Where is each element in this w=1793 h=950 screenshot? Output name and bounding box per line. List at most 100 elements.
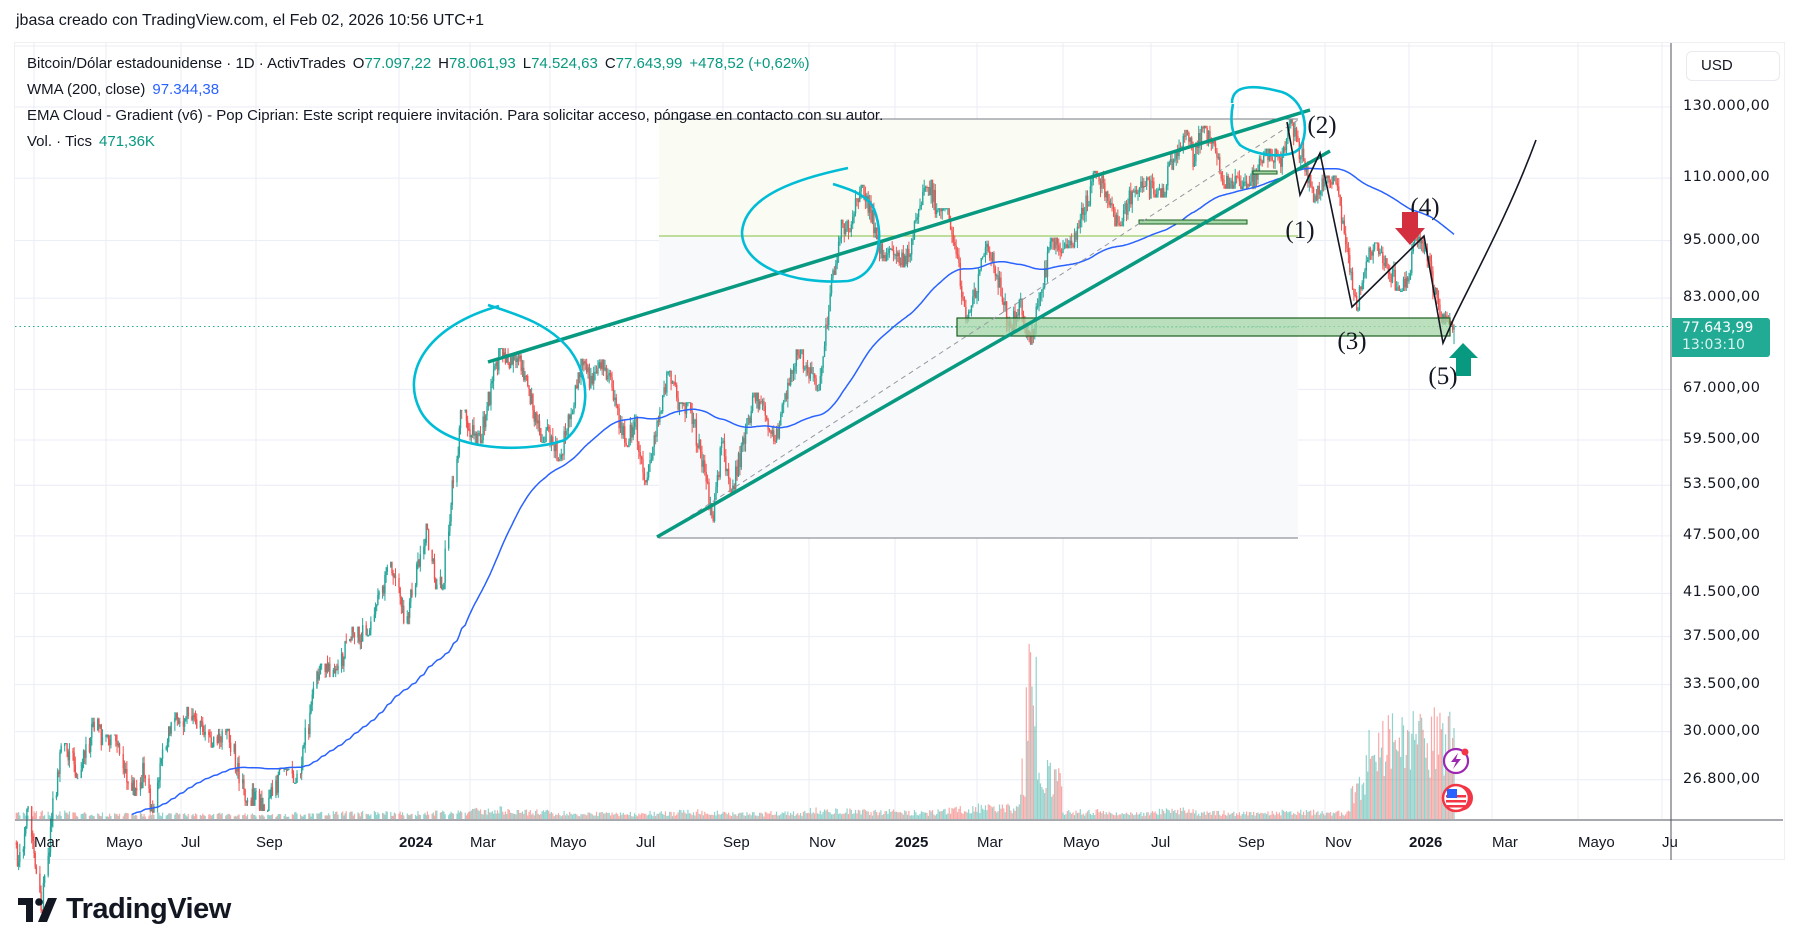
volume-bar	[976, 811, 978, 819]
volume-bar	[359, 816, 361, 819]
volume-bar	[737, 813, 740, 819]
volume-bar	[1321, 811, 1323, 819]
volume-bar	[99, 815, 101, 819]
candle-body	[191, 716, 193, 720]
volume-bar	[1017, 806, 1019, 819]
volume-bar	[1127, 813, 1129, 819]
candle-body	[756, 392, 758, 402]
legend-symbol-row[interactable]: Bitcoin/Dólar estadounidense · 1D · Acti…	[27, 55, 817, 72]
volume-bar	[891, 811, 893, 819]
candle-body	[1357, 310, 1359, 312]
volume-bar	[1404, 767, 1406, 819]
candle-body	[789, 370, 792, 385]
candle-body	[706, 481, 709, 483]
volume-bar	[1237, 814, 1239, 819]
volume-bar	[513, 813, 516, 819]
grid-lines	[15, 43, 1671, 819]
volume-bar	[519, 812, 521, 819]
us-flag-icon[interactable]	[1441, 783, 1473, 813]
legend-wma-row[interactable]: WMA (200, close) 97.344,38	[27, 81, 226, 98]
volume-bar	[787, 811, 789, 819]
candle-body	[690, 402, 692, 412]
candle-body	[1031, 328, 1033, 345]
volume-bar	[475, 807, 478, 819]
volume-bar	[1429, 777, 1431, 819]
volume-bar	[168, 813, 170, 819]
volume-bar	[493, 813, 495, 819]
volume-bar	[1322, 813, 1325, 819]
candle-body	[216, 736, 218, 744]
legend-volume-row[interactable]: Vol. · Tics 471,36K	[27, 133, 162, 150]
time-axis-label: Sep	[256, 834, 283, 851]
volume-bar	[1414, 739, 1416, 819]
candle-body	[490, 383, 492, 405]
candle-body	[1167, 166, 1169, 186]
candle-body	[1271, 157, 1273, 161]
price-axis-label: 26.800,00	[1683, 770, 1761, 787]
candle-body	[1144, 185, 1146, 187]
volume-bar	[326, 815, 329, 819]
candle-body	[176, 713, 179, 720]
volume-bar	[598, 812, 600, 819]
volume-bar	[400, 814, 402, 819]
volume-bar	[1075, 810, 1077, 819]
volume-bar	[448, 815, 450, 819]
volume-bar	[1001, 804, 1003, 819]
volume-bar	[1371, 756, 1373, 819]
candle-body	[488, 391, 491, 405]
volume-bar	[374, 812, 377, 819]
candle-body	[106, 734, 108, 736]
volume-bar	[916, 815, 918, 819]
volume-bar	[1369, 758, 1372, 819]
volume-bar	[1290, 811, 1292, 819]
candle-body	[802, 349, 805, 369]
candle-body	[578, 372, 581, 378]
volume-bar	[1137, 814, 1139, 819]
candle-body	[336, 669, 338, 671]
volume-bar	[911, 815, 913, 819]
volume-bar	[1091, 814, 1093, 819]
wma-line	[131, 167, 1455, 816]
volume-bar	[1213, 810, 1215, 819]
volume-bar	[1265, 814, 1268, 819]
candle-body	[666, 372, 668, 393]
candle-body	[131, 782, 133, 791]
volume-bar	[1234, 816, 1236, 819]
candle-body	[158, 780, 160, 783]
legend-ema-cloud-row[interactable]: EMA Cloud - Gradient (v6) - Pop Ciprian:…	[27, 107, 890, 124]
candle-body	[17, 861, 20, 867]
volume-bar	[909, 815, 911, 819]
candle-body	[1261, 160, 1263, 164]
candle-body	[801, 349, 803, 351]
volume-bar	[794, 815, 796, 819]
volume-bar	[822, 811, 824, 819]
candle-body	[491, 381, 493, 384]
currency-button[interactable]: USD	[1686, 51, 1780, 81]
volume-bar	[345, 811, 347, 819]
volume-bar	[270, 814, 272, 819]
volume-bar	[507, 808, 509, 819]
candle-body	[716, 475, 719, 487]
candle-body	[528, 385, 530, 389]
candle-body	[367, 635, 370, 637]
lightning-bolt-icon[interactable]	[1442, 747, 1470, 775]
volume-bar	[1156, 813, 1158, 819]
volume-bar	[766, 812, 768, 819]
candle-body	[353, 632, 356, 638]
candle-body	[1172, 160, 1175, 170]
tradingview-logo[interactable]: TradingView	[18, 893, 231, 926]
volume-bar	[590, 813, 592, 819]
candle-body	[924, 187, 927, 189]
volume-bar	[570, 813, 572, 819]
candle-body	[1301, 148, 1303, 158]
candle-body	[1190, 137, 1193, 148]
volume-bar	[251, 813, 253, 819]
candle-body	[883, 254, 885, 259]
candle-body	[349, 639, 351, 642]
volume-bar	[798, 815, 800, 819]
volume-bar	[474, 808, 476, 819]
volume-bar	[549, 813, 551, 819]
volume-bar	[1141, 816, 1143, 819]
candle-body	[1220, 171, 1222, 179]
